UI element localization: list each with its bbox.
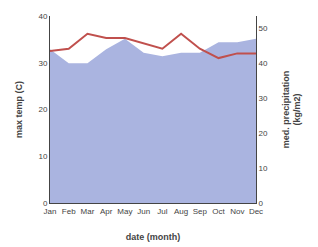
svg-text:20: 20	[38, 105, 47, 114]
svg-text:50: 50	[259, 24, 268, 33]
svg-text:Sep: Sep	[193, 207, 208, 216]
svg-text:Aug: Aug	[174, 207, 188, 216]
svg-text:Jan: Jan	[44, 207, 57, 216]
svg-text:med. precipitation(kg/m2): med. precipitation(kg/m2)	[281, 71, 303, 149]
svg-text:30: 30	[38, 59, 47, 68]
svg-text:Apr: Apr	[100, 207, 113, 216]
svg-text:0: 0	[259, 199, 264, 208]
svg-text:max temp (C): max temp (C)	[14, 81, 24, 138]
svg-text:0: 0	[43, 199, 48, 208]
svg-text:May: May	[117, 207, 132, 216]
svg-text:40: 40	[38, 12, 47, 21]
svg-text:Nov: Nov	[230, 207, 244, 216]
svg-text:40: 40	[259, 59, 268, 68]
svg-text:Jun: Jun	[137, 207, 150, 216]
svg-text:Feb: Feb	[62, 207, 76, 216]
svg-text:Mar: Mar	[81, 207, 95, 216]
svg-text:10: 10	[259, 164, 268, 173]
svg-text:Dec: Dec	[249, 207, 263, 216]
svg-text:30: 30	[259, 94, 268, 103]
svg-text:date (month): date (month)	[126, 232, 181, 242]
svg-text:20: 20	[259, 129, 268, 138]
svg-text:Oct: Oct	[212, 207, 225, 216]
svg-text:10: 10	[38, 152, 47, 161]
svg-text:Jul: Jul	[157, 207, 167, 216]
